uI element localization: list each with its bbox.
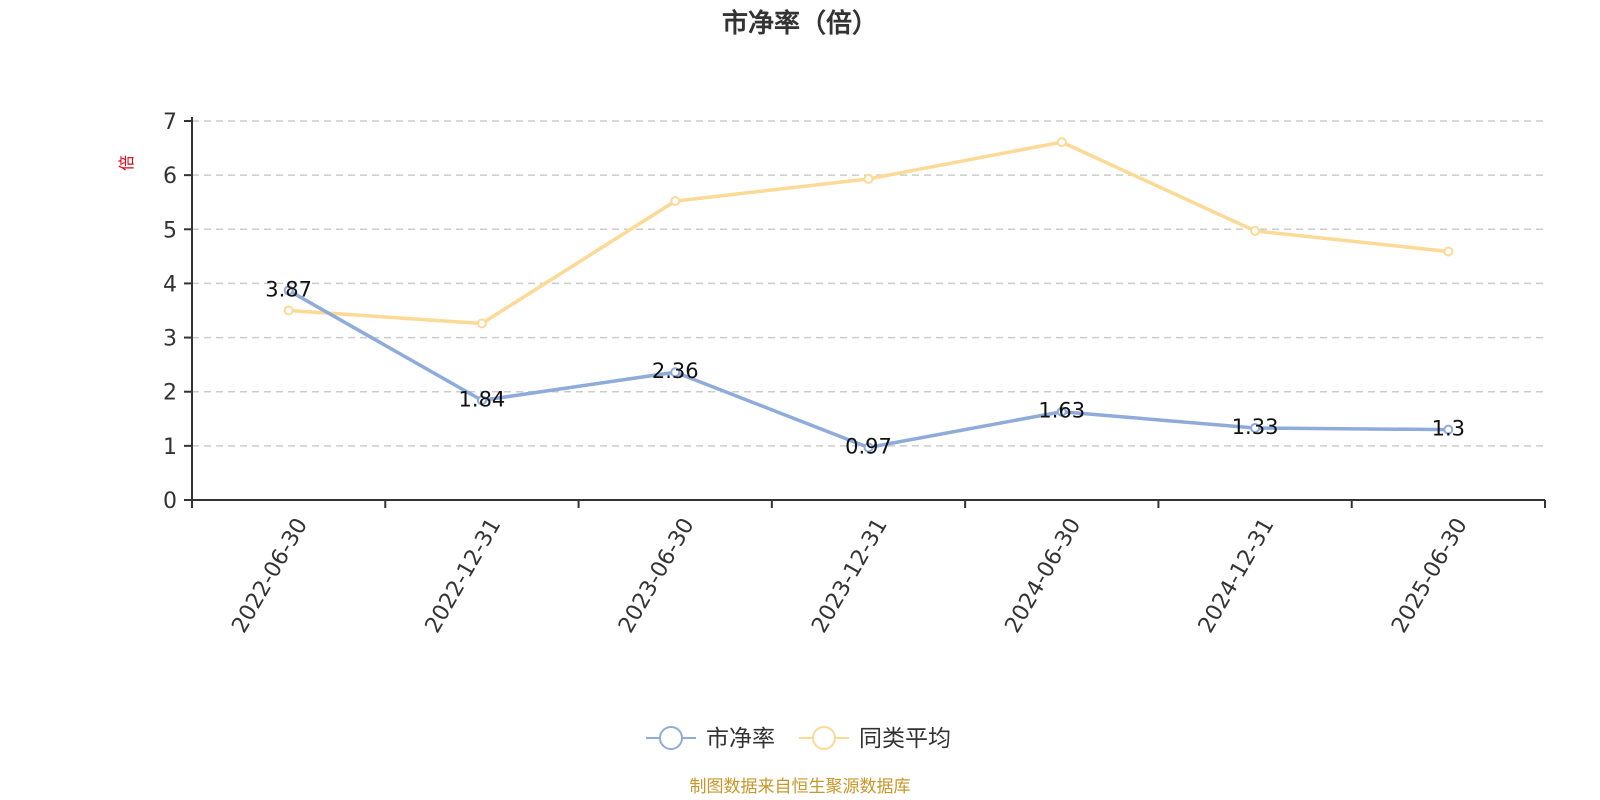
data-label: 2.36	[652, 359, 699, 383]
data-point	[863, 442, 874, 453]
legend-item[interactable]: 市净率	[646, 726, 775, 752]
data-point	[283, 305, 294, 316]
x-tick-label: 2022-12-31	[421, 514, 507, 637]
x-tick-label: 2023-06-30	[614, 514, 700, 637]
y-tick-label: 7	[163, 110, 177, 135]
legend-marker-icon	[812, 726, 836, 750]
x-tick-label: 2023-12-31	[807, 514, 893, 637]
y-tick-label: 0	[163, 489, 177, 514]
data-label: 0.97	[845, 434, 892, 458]
legend-marker-icon	[659, 726, 683, 750]
legend-label: 市净率	[706, 726, 775, 752]
data-label: 1.3	[1432, 417, 1465, 441]
data-point	[476, 395, 487, 406]
data-point	[1443, 424, 1454, 435]
data-point	[1056, 137, 1067, 148]
source-note: 制图数据来自恒生聚源数据库	[690, 777, 911, 797]
data-point	[670, 367, 681, 378]
legend-label: 同类平均	[859, 726, 951, 752]
data-label: 3.87	[265, 277, 312, 301]
data-point	[1056, 406, 1067, 417]
grid-lines	[192, 120, 1545, 447]
series-lines	[283, 137, 1454, 453]
legend-item[interactable]: 同类平均	[799, 726, 951, 752]
data-point	[476, 318, 487, 329]
data-point	[1443, 246, 1454, 257]
y-axis-unit: 倍	[117, 155, 136, 171]
legend[interactable]: 市净率 同类平均	[646, 726, 951, 752]
chart-title: 市净率（倍）	[722, 8, 878, 39]
x-tick-label: 2022-06-30	[227, 514, 313, 637]
y-tick-label: 2	[163, 381, 177, 406]
y-tick-label: 6	[163, 164, 177, 189]
series-line	[286, 140, 1451, 326]
x-tick-label: 2025-06-30	[1387, 514, 1473, 637]
data-label: 1.33	[1232, 415, 1279, 439]
data-labels: 3.87 1.84 2.36 0.97 1.63 1.33 1.3	[265, 277, 1465, 458]
y-tick-label: 3	[163, 327, 177, 352]
x-tick-label: 2024-06-30	[1001, 514, 1087, 637]
data-label: 1.84	[459, 387, 506, 411]
x-tick-label: 2024-12-31	[1194, 514, 1280, 637]
data-label: 1.63	[1038, 399, 1085, 423]
y-tick-label: 4	[163, 272, 177, 297]
data-point	[283, 285, 294, 296]
y-tick-label: 1	[163, 435, 177, 460]
data-point	[1250, 225, 1261, 236]
axes: 0 1 2 3 4 5 6 7 2022-06-30 2022-12-31 2023-06-30 20…	[163, 110, 1546, 637]
data-point	[863, 173, 874, 184]
y-tick-label: 5	[163, 218, 177, 243]
data-point	[1250, 422, 1261, 433]
data-point	[670, 196, 681, 207]
